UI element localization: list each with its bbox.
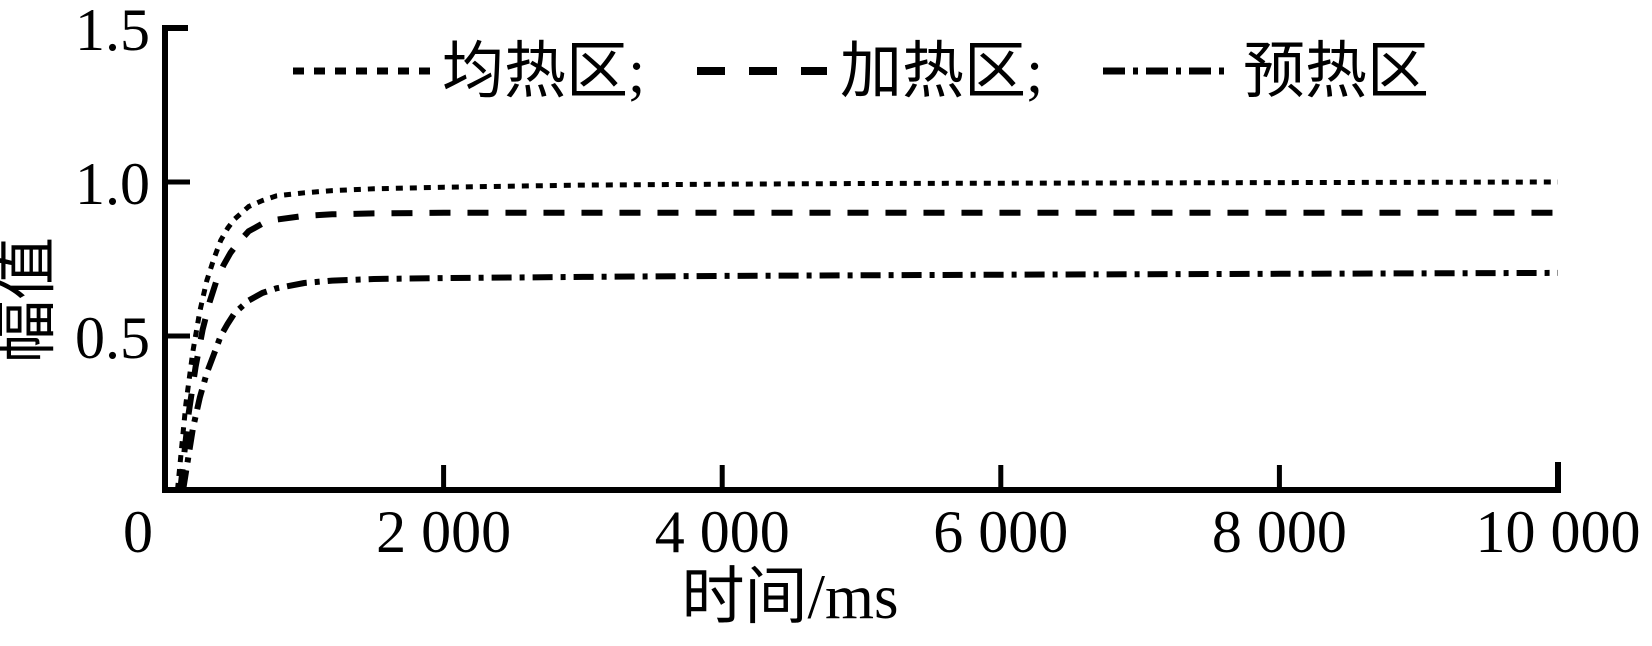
x-tick-label: 2 000 bbox=[376, 499, 511, 565]
y-axis-ticks: 0.5 1.0 1.5 bbox=[75, 0, 190, 371]
x-tick-label: 8 000 bbox=[1212, 499, 1347, 565]
x-tick-label: 4 000 bbox=[655, 499, 790, 565]
curve-dashed bbox=[177, 209, 1558, 491]
legend: 均热区; 加热区; 预热区 bbox=[293, 38, 1429, 106]
y-tick-label: 1.5 bbox=[75, 0, 150, 63]
legend-label: 均热区; bbox=[442, 38, 645, 106]
x-tick-label: 6 000 bbox=[933, 499, 1068, 565]
y-tick-label: 0.5 bbox=[75, 305, 150, 371]
legend-label: 预热区 bbox=[1243, 38, 1429, 106]
y-axis-label: 幅值 bbox=[0, 237, 62, 363]
y-tick-label: 1.0 bbox=[75, 151, 150, 217]
x-tick-label: 0 bbox=[123, 499, 153, 565]
x-axis-label: 时间/ms bbox=[681, 562, 898, 632]
curve-dotted bbox=[175, 179, 1559, 491]
curves bbox=[175, 179, 1559, 491]
x-axis-ticks: 0 2 000 4 000 6 000 8 000 10 000 bbox=[123, 465, 1641, 565]
x-tick-label: 10 000 bbox=[1476, 499, 1641, 565]
curve-dashdot bbox=[180, 269, 1559, 491]
legend-label: 加热区; bbox=[840, 38, 1043, 106]
